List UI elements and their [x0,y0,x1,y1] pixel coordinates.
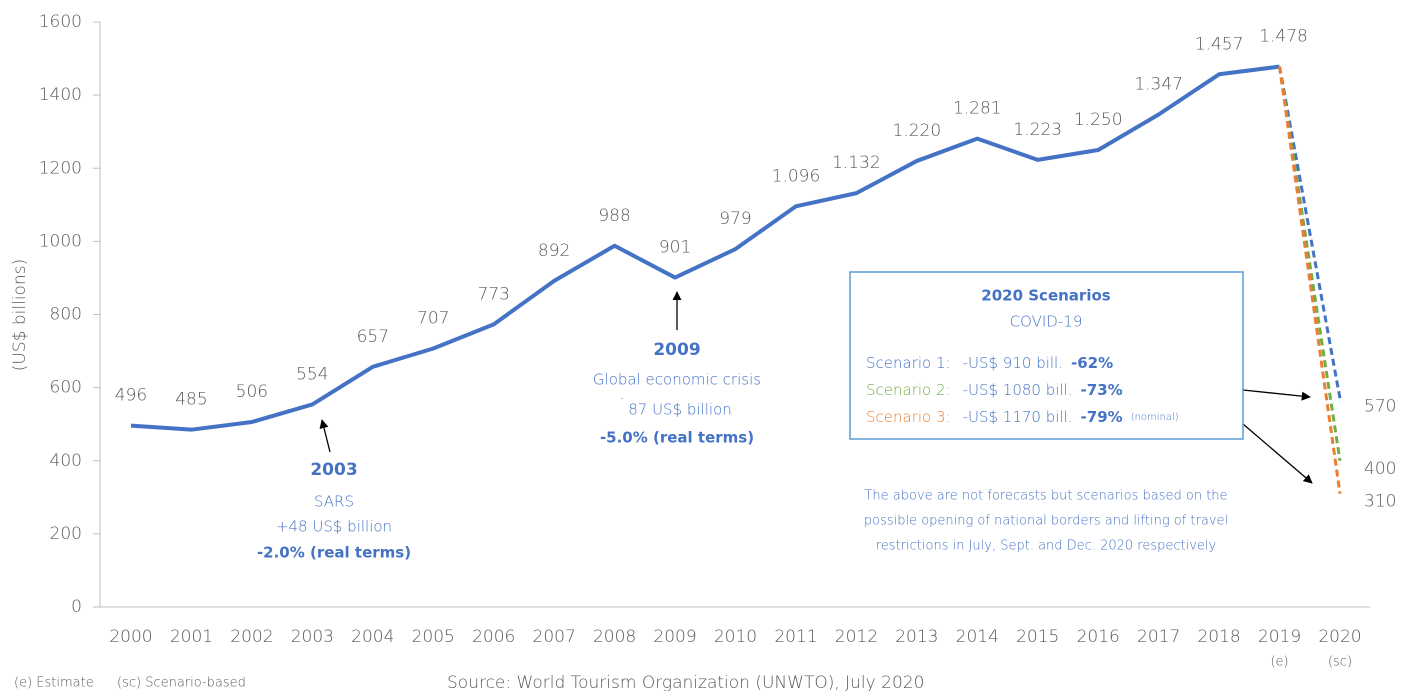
x-tick-label: 2002 [230,627,273,647]
x-tick-label: 2011 [774,627,817,647]
scenario-row: Scenario 1: -US$ 910 bill. -62% [866,354,1113,372]
value-label: 773 [477,284,509,304]
scenario-part: Scenario 1: [866,354,951,372]
annotation-text: +48 US$ billion [276,518,392,536]
x-tick-label: 2003 [291,627,334,647]
box [849,271,1244,440]
y-tick-label: 1200 [39,158,82,178]
scenario-part: Scenario 2: [866,381,951,399]
scenario-part: -US$ 910 bill. [963,354,1063,372]
value-label: 1.457 [1195,34,1244,54]
scenario-part: (nominal) [1131,412,1179,423]
value-label: 892 [538,241,570,261]
annotation-text: 2003 [310,460,357,480]
value-label: 657 [357,327,389,347]
arrow [1242,423,1313,484]
x-tick-label: 2005 [412,627,455,647]
note-line: possible opening of national borders and… [864,514,1228,529]
x-tick-label: 2018 [1197,627,1240,647]
arrow [1242,389,1311,401]
x-tick-label: 2013 [895,627,938,647]
y-axis-label: (US$ billions) [10,259,30,371]
scenario-row: Scenario 3: -US$ 1170 bill. -79% (nominal) [866,408,1179,426]
annotation-sars: 2003 SARS +48 US$ billion -2.0% (real te… [257,460,411,562]
annotation-text: 87 US$ billion [628,401,732,419]
value-label: 485 [175,390,207,410]
value-label: 400 [1364,459,1396,479]
x-tick-note: (e) [1270,655,1288,670]
x-tick-label: 2014 [956,627,999,647]
value-label: 1.096 [772,166,821,186]
value-label: 506 [236,382,268,402]
box-subtitle: COVID-19 [1010,313,1083,331]
x-tick-label: 2009 [653,627,696,647]
value-label: 496 [115,386,147,406]
value-label: 554 [296,364,328,384]
footer-legend: (e) Estimate [14,676,94,691]
note-line: restrictions in July, Sept. and Dec. 202… [876,539,1217,554]
series-line [1278,66,1342,399]
x-tick-label: 2015 [1016,627,1059,647]
y-tick-label: 600 [50,378,82,398]
x-tick-label: 2008 [593,627,636,647]
x-tick-label: 2001 [170,627,213,647]
scenario-part: Scenario 3: [866,408,951,426]
y-tick-label: 0 [71,597,82,617]
arrow [319,419,331,453]
x-tick-label: 2020 [1318,627,1361,647]
x-tick-label: 2017 [1137,627,1180,647]
footer-source: Source: World Tourism Organization (UNWT… [447,673,924,691]
value-label: 707 [417,309,449,329]
value-label: 1.281 [953,99,1002,119]
y-tick-label: 800 [50,305,82,325]
annotation-text: -2.0% (real terms) [257,544,411,562]
x-tick-label: 2000 [109,627,152,647]
value-label: 979 [719,209,751,229]
annotation-text: Global economic crisis [593,371,761,389]
x-tick-note: (sc) [1328,655,1352,670]
x-tick-label: 2019 [1258,627,1301,647]
scenario-part: -62% [1071,354,1113,372]
x-tick-label: 2006 [472,627,515,647]
value-label: 310 [1364,492,1396,512]
note-line: The above are not forecasts but scenario… [864,489,1227,504]
value-label: 1.347 [1134,75,1183,95]
y-tick-label: 1400 [39,85,82,105]
value-label: 1.478 [1259,27,1308,47]
x-tick-label: 2010 [714,627,757,647]
note: The above are not forecasts but scenario… [864,489,1228,554]
value-label: 1.223 [1013,120,1062,140]
scenario-row: Scenario 2: -US$ 1080 bill. -73% [866,381,1123,399]
footer-legend: (sc) Scenario-based [117,676,246,691]
x-tick-label: 2004 [351,627,394,647]
annotation-text: 2009 [653,340,700,360]
annotation-crisis: 2009 Global economic crisis - 87 US$ bil… [593,340,761,447]
scenario-part: -79% [1081,408,1123,426]
scenario-box: 2020 Scenarios COVID-19 Scenario 1: -US$ … [849,271,1244,440]
y-tick-label: 1000 [39,231,82,251]
y-tick-label: 200 [50,524,82,544]
value-label: 1.220 [893,121,942,141]
scenario-part: -73% [1081,381,1123,399]
value-label: 1.250 [1074,110,1123,130]
x-tick-label: 2012 [835,627,878,647]
value-label: 988 [598,206,630,226]
annotation-text: - [620,394,623,404]
x-tick-label: 2007 [533,627,576,647]
series-line [1278,66,1342,494]
scenario-part: -US$ 1080 bill. [963,381,1073,399]
y-tick-label: 400 [50,451,82,471]
x-tick-label: 2016 [1077,627,1120,647]
value-label: 901 [659,238,691,258]
y-tick-label: 1600 [39,12,82,32]
series-line [130,64,1280,432]
value-label: 1.132 [832,153,881,173]
box-title: 2020 Scenarios [981,287,1110,305]
annotation-text: -5.0% (real terms) [600,429,754,447]
scenario-part: -US$ 1170 bill. [963,408,1073,426]
value-label: 570 [1364,397,1396,417]
annotation-text: SARS [314,493,354,511]
